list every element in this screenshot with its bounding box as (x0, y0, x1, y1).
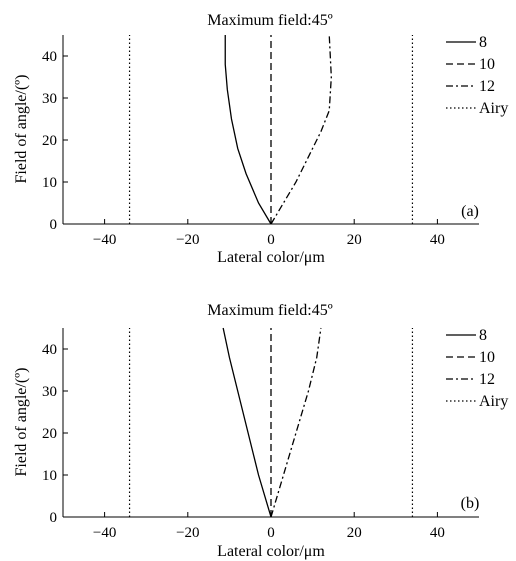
y-tick-label: 10 (42, 175, 57, 191)
chart-panel-b: Maximum field:45º Field of angle/(º) Lat… (13, 302, 508, 560)
chart-title: Maximum field:45º (207, 12, 332, 29)
series-line-8 (222, 327, 272, 518)
legend-label: Airy (479, 100, 508, 117)
x-tick-label: 0 (267, 232, 275, 248)
y-tick-label: 40 (42, 342, 57, 358)
x-tick-label: 20 (347, 232, 362, 248)
x-tick-label: 40 (430, 232, 445, 248)
panel-tag: (b) (461, 495, 480, 512)
x-axis-label: Lateral color/μm (217, 249, 325, 266)
legend-label: Airy (479, 393, 508, 410)
chart-panel-a: Maximum field:45º Field of angle/(º) Lat… (13, 12, 508, 266)
y-tick-label: 10 (42, 468, 57, 484)
series-line-12 (270, 34, 332, 225)
chart-title: Maximum field:45º (207, 302, 332, 319)
series-line-8 (224, 35, 272, 225)
x-tick-label: −40 (93, 525, 116, 541)
legend-label: 8 (479, 34, 487, 51)
x-tick-label: −20 (176, 232, 199, 248)
y-tick-label: 20 (42, 133, 57, 149)
x-axis-label: Lateral color/μm (217, 543, 325, 560)
y-tick-label: 30 (42, 384, 57, 400)
x-tick-label: 0 (267, 525, 275, 541)
y-tick-label: 20 (42, 426, 57, 442)
legend-label: 10 (479, 56, 495, 73)
y-tick-label: 0 (50, 217, 58, 233)
x-tick-label: 20 (347, 525, 362, 541)
y-axis-label: Field of angle/(º) (13, 75, 30, 184)
legend-label: 10 (479, 349, 495, 366)
legend-label: 8 (479, 327, 487, 344)
y-tick-label: 40 (42, 49, 57, 65)
x-tick-label: −20 (176, 525, 199, 541)
x-tick-label: −40 (93, 232, 116, 248)
y-axis-label: Field of angle/(º) (13, 368, 30, 477)
y-tick-label: 0 (50, 510, 58, 526)
series-line-12 (270, 327, 322, 518)
x-tick-label: 40 (430, 525, 445, 541)
panel-tag: (a) (461, 203, 479, 220)
legend-label: 12 (479, 371, 495, 388)
legend-label: 12 (479, 78, 495, 95)
y-tick-label: 30 (42, 91, 57, 107)
